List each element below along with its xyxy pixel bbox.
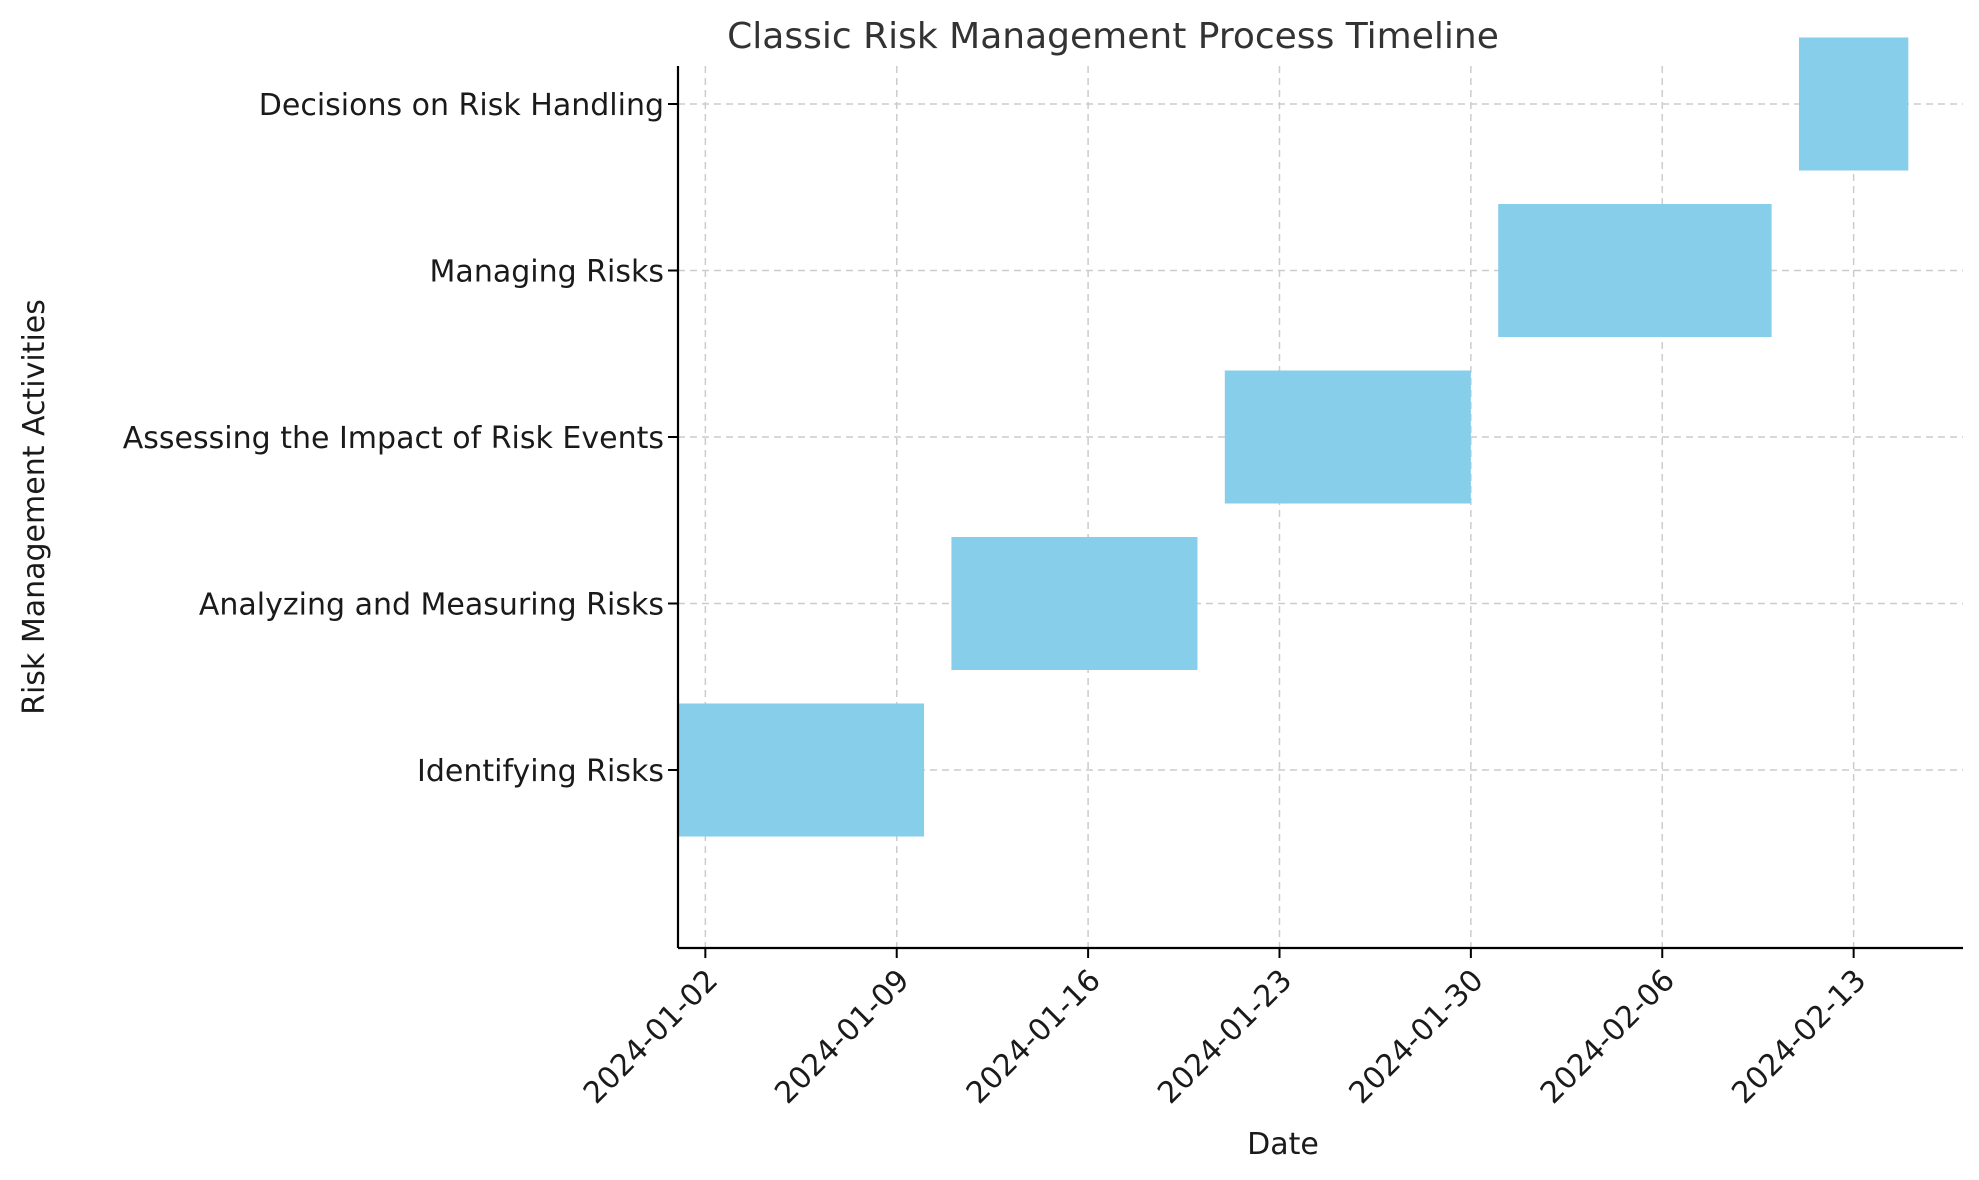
x-tick-label: 2024-01-02 <box>577 963 725 1111</box>
task-bar <box>678 703 925 837</box>
chart-title: Classic Risk Management Process Timeline <box>727 16 1499 57</box>
x-axis-label: Date <box>1247 1127 1319 1162</box>
y-axis-label: Risk Management Activities <box>17 299 52 715</box>
x-tick-label: 2024-01-30 <box>1342 963 1490 1111</box>
x-tick-label: 2024-01-09 <box>768 963 916 1111</box>
task-bar <box>1798 37 1909 171</box>
y-tick-label: Identifying Risks <box>417 754 664 789</box>
tick-marks <box>668 103 1855 958</box>
x-tick-label: 2024-01-23 <box>1151 963 1299 1111</box>
task-bars <box>678 37 1909 837</box>
task-bar <box>1224 370 1471 504</box>
task-bar <box>951 537 1198 670</box>
y-tick-label: Managing Risks <box>430 255 664 290</box>
x-tick-label: 2024-02-13 <box>1725 963 1873 1111</box>
y-tick-label: Assessing the Impact of Risk Events <box>123 421 664 456</box>
y-tick-label: Decisions on Risk Handling <box>259 88 664 123</box>
axes <box>676 66 1963 950</box>
y-tick-label: Analyzing and Measuring Risks <box>199 588 664 623</box>
task-bar <box>1498 204 1772 337</box>
x-tick-label: 2024-02-06 <box>1534 963 1682 1111</box>
x-tick-label: 2024-01-16 <box>960 963 1108 1111</box>
